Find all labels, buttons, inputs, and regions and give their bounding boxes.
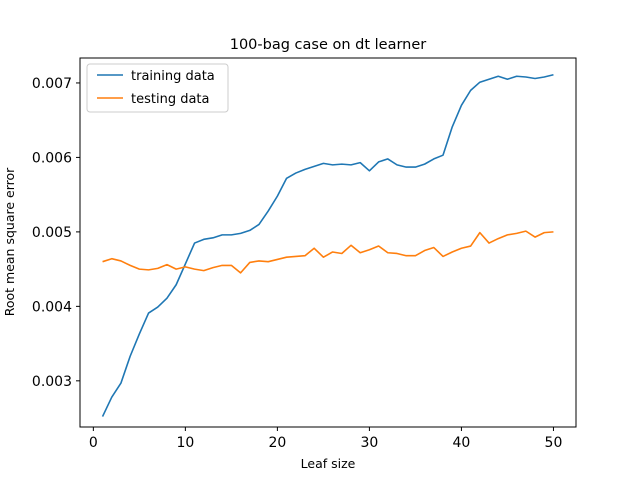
y-tick-label: 0.007 [32,76,72,92]
y-axis-label: Root mean square error [2,167,17,316]
series-line-testing [102,230,554,274]
x-tick-label: 10 [176,435,194,451]
y-axis: 0.003 0.004 0.005 0.006 0.007 [32,76,80,390]
x-tick-label: 40 [453,435,471,451]
chart-title: 100-bag case on dt learner [230,37,427,53]
series-line-training [101,73,554,417]
legend-label-testing: testing data [131,92,209,107]
legend: training data testing data [86,63,229,113]
x-tick-label: 0 [89,435,98,451]
y-tick-label: 0.005 [32,225,72,241]
x-tick-label: 50 [545,435,563,451]
axes-frame [79,57,577,428]
legend-box [86,63,229,113]
x-tick-label: 20 [268,435,286,451]
plot-area [79,57,577,428]
y-tick-label: 0.003 [32,374,72,390]
y-tick-label: 0.004 [32,299,72,315]
x-axis: 0 10 20 30 40 50 [89,427,562,451]
series-layer [101,73,554,417]
x-tick-label: 30 [360,435,378,451]
legend-label-training: training data [131,69,215,84]
y-tick-label: 0.006 [32,150,72,166]
x-axis-label: Leaf size [301,456,356,471]
